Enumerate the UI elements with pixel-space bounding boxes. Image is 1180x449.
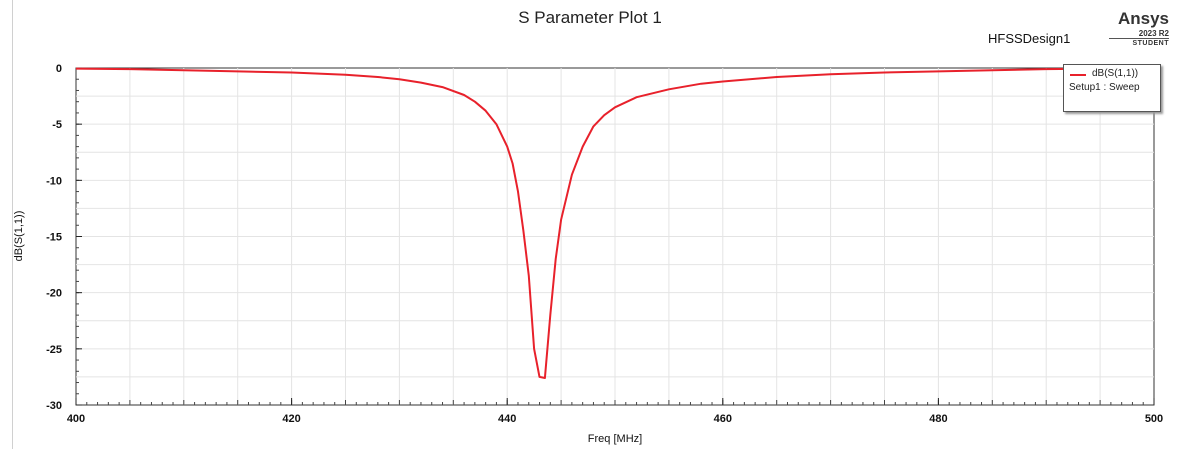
y-axis-label: dB(S(1,1)): [13, 211, 25, 262]
x-tick-label: 400: [67, 413, 85, 425]
y-tick-label: 0: [56, 63, 62, 75]
x-tick-label: 480: [929, 413, 947, 425]
brand-divider: [1109, 38, 1169, 39]
y-tick-label: -25: [46, 344, 62, 356]
y-tick-label: -30: [46, 400, 62, 412]
x-tick-label: 440: [498, 413, 516, 425]
x-axis-label: Freq [MHz]: [588, 433, 642, 445]
ansys-logo: Ansys 2023 R2 STUDENT: [1097, 10, 1169, 48]
y-tick-label: -20: [46, 288, 62, 300]
legend-series-label: dB(S(1,1)): [1092, 68, 1139, 79]
design-name: HFSSDesign1: [988, 31, 1071, 46]
legend-swatch: [1070, 74, 1086, 76]
x-tick-label: 500: [1145, 413, 1163, 425]
brand-edition: STUDENT: [1132, 40, 1169, 47]
brand-version: 2023 R2: [1138, 29, 1169, 38]
y-tick-label: -10: [46, 175, 62, 187]
chart-title: S Parameter Plot 1: [518, 8, 662, 27]
x-tick-label: 420: [282, 413, 300, 425]
x-tick-label: 460: [714, 413, 732, 425]
legend-setup-label: Setup1 : Sweep: [1069, 82, 1140, 93]
axis-ticks: 400 420 440 460 480 500 0 -5 -10 -15 -20 -25 -30: [46, 63, 1163, 425]
brand-name: Ansys: [1117, 9, 1169, 28]
chart-legend[interactable]: dB(S(1,1)) Setup1 : Sweep: [1063, 64, 1161, 112]
window-border-line: [12, 0, 13, 449]
y-tick-label: -15: [46, 232, 62, 244]
y-tick-label: -5: [52, 119, 62, 131]
series-line-s11: [75, 67, 1155, 379]
series-layer: [75, 67, 1155, 379]
grid-lines: [76, 68, 1154, 405]
